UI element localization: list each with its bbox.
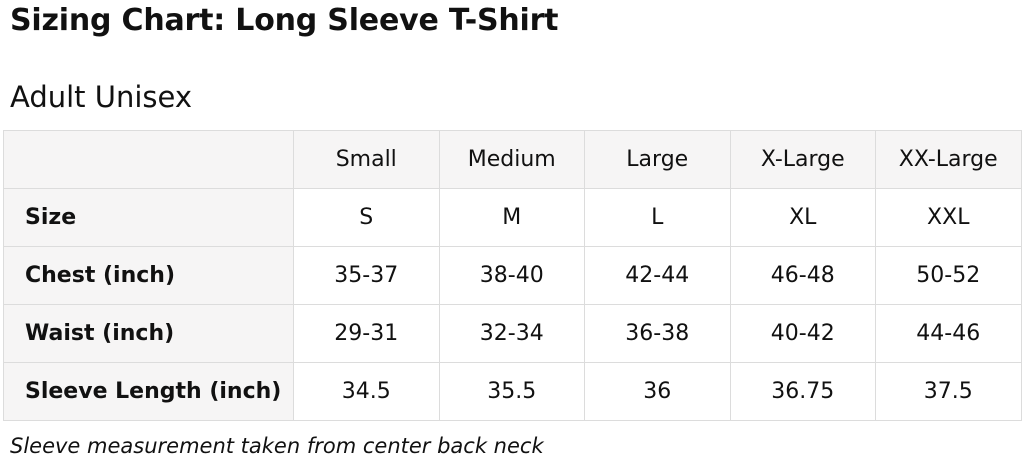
row-label-chest: Chest (inch) [3, 246, 294, 305]
chart-subtitle: Adult Unisex [10, 80, 193, 114]
cell-chest-small: 35-37 [293, 246, 440, 305]
cell-waist-large: 36-38 [584, 304, 731, 363]
cell-size-medium: M [438, 188, 585, 247]
table-corner-cell [3, 130, 294, 189]
table-row: Chest (inch) 35-37 38-40 42-44 46-48 50-… [3, 246, 1022, 305]
column-header-x-large: X-Large [729, 130, 876, 189]
cell-chest-xx-large: 50-52 [875, 246, 1022, 305]
cell-size-x-large: XL [729, 188, 876, 247]
table-header-row: Small Medium Large X-Large XX-Large [3, 130, 1022, 189]
table-row: Size S M L XL XXL [3, 188, 1022, 247]
cell-sleeve-medium: 35.5 [438, 362, 585, 421]
column-header-large: Large [584, 130, 731, 189]
cell-waist-small: 29-31 [293, 304, 440, 363]
column-header-xx-large: XX-Large [875, 130, 1022, 189]
cell-sleeve-small: 34.5 [293, 362, 440, 421]
row-label-waist: Waist (inch) [3, 304, 294, 363]
cell-sleeve-x-large: 36.75 [729, 362, 876, 421]
column-header-medium: Medium [438, 130, 585, 189]
cell-size-large: L [584, 188, 731, 247]
cell-size-small: S [293, 188, 440, 247]
sizing-table: Small Medium Large X-Large XX-Large Size… [3, 130, 1022, 421]
cell-chest-x-large: 46-48 [729, 246, 876, 305]
table-row: Sleeve Length (inch) 34.5 35.5 36 36.75 … [3, 362, 1022, 421]
column-header-small: Small [293, 130, 440, 189]
cell-size-xx-large: XXL [875, 188, 1022, 247]
row-label-size: Size [3, 188, 294, 247]
cell-waist-x-large: 40-42 [729, 304, 876, 363]
table-row: Waist (inch) 29-31 32-34 36-38 40-42 44-… [3, 304, 1022, 363]
cell-waist-xx-large: 44-46 [875, 304, 1022, 363]
cell-chest-large: 42-44 [584, 246, 731, 305]
footnote-text: Sleeve measurement taken from center bac… [10, 434, 544, 458]
cell-sleeve-large: 36 [584, 362, 731, 421]
cell-waist-medium: 32-34 [438, 304, 585, 363]
row-label-sleeve-length: Sleeve Length (inch) [3, 362, 294, 421]
cell-sleeve-xx-large: 37.5 [875, 362, 1022, 421]
page-title: Sizing Chart: Long Sleeve T-Shirt [10, 3, 559, 38]
table-body: Size S M L XL XXL Chest (inch) 35-37 38-… [3, 188, 1022, 421]
cell-chest-medium: 38-40 [438, 246, 585, 305]
table-header: Small Medium Large X-Large XX-Large [3, 130, 1022, 189]
